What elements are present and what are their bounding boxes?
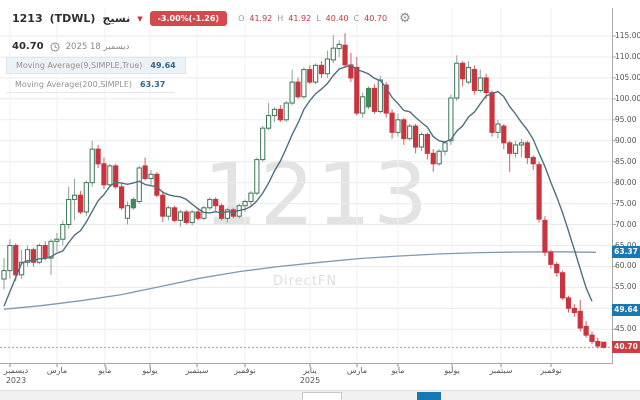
price-date-row: 40.70 ديسمبر 18 2025 [12, 37, 129, 56]
symbol-name-arabic: نسيج [102, 12, 131, 25]
x-axis-month-label: مارس [346, 366, 368, 375]
x-axis-month-label: مايو [391, 366, 405, 375]
y-axis-label: 65.00 [615, 240, 637, 250]
symbol-header: 1213 (TDWL) نسيج ▼ -3.00%(-1.26) O 41.92 … [12, 11, 411, 26]
x-axis-month-label: مايو [98, 366, 112, 375]
y-axis-label: 75.00 [615, 198, 637, 208]
watermark-directfn: DirectFN [273, 274, 338, 289]
symbol-code: 1213 [12, 12, 43, 25]
x-axis-month-label: نوفمبر [234, 366, 256, 375]
y-axis-label: 95.00 [615, 114, 637, 124]
y-axis-label: 100.00 [615, 93, 640, 103]
x-axis-month-label: نوفمبر [540, 366, 562, 375]
close-label: C [353, 14, 360, 23]
y-axis-label: 115.00 [615, 31, 640, 40]
x-axis-month-label: سبتمبر [185, 366, 209, 375]
x-axis-month-label: مارس [46, 366, 68, 375]
y-axis-label: 80.00 [615, 177, 637, 187]
price-level-badge: 49.64 [612, 303, 640, 316]
indicator-ma200[interactable]: Moving Average(200,SIMPLE) 63.37 [6, 77, 175, 93]
gear-icon[interactable]: ⚙ [399, 11, 411, 26]
ma200-label: Moving Average(200,SIMPLE) [15, 80, 133, 89]
high-label: H [277, 14, 284, 23]
y-axis-label: 70.00 [615, 219, 637, 229]
y-axis-label: 60.00 [615, 261, 637, 271]
price-level-badge: 63.37 [612, 246, 640, 259]
close-value: 40.70 [364, 14, 388, 23]
range-input[interactable] [302, 392, 342, 400]
bottom-toolbar [0, 390, 640, 400]
low-label: L [316, 14, 321, 23]
range-apply-button[interactable] [417, 392, 441, 400]
open-label: O [238, 14, 245, 23]
x-axis-month-label: ديسمبر 2023 [3, 366, 29, 386]
high-value: 41.92 [288, 14, 312, 23]
low-value: 40.40 [325, 14, 349, 23]
y-axis-label: 55.00 [615, 282, 637, 292]
x-axis-month-label: سبتمبر [489, 366, 513, 375]
x-axis-month-label: يوليو [444, 366, 460, 375]
watermark-symbol: 1213 [203, 145, 430, 245]
ma9-value: 49.64 [150, 61, 176, 70]
ma200-value: 63.37 [140, 80, 166, 89]
x-axis-month-label: يناير 2025 [299, 366, 321, 386]
price-level-badge: 40.70 [612, 341, 640, 354]
y-axis-label: 90.00 [615, 135, 637, 145]
y-axis-label: 105.00 [615, 72, 640, 82]
indicator-ma9[interactable]: Moving Average(9,SIMPLE,True) 49.64 [6, 57, 186, 74]
y-axis-label: 45.00 [615, 324, 637, 334]
open-value: 41.92 [249, 14, 273, 23]
chart-date: ديسمبر 18 2025 [65, 41, 130, 52]
x-axis-month-label: يوليو [142, 366, 158, 375]
change-badge: -3.00%(-1.26) [149, 11, 228, 26]
y-axis-label: 85.00 [615, 156, 637, 166]
market-code: (TDWL) [49, 12, 96, 25]
symbol-dropdown-icon[interactable]: ▼ [137, 14, 143, 23]
last-price: 40.70 [12, 41, 44, 52]
y-axis-label: 110.00 [615, 51, 640, 61]
ma9-label: Moving Average(9,SIMPLE,True) [16, 61, 143, 70]
clock-icon [50, 37, 60, 56]
ohlc-values: O 41.92 H 41.92 L 40.40 C 40.70 [238, 14, 387, 23]
